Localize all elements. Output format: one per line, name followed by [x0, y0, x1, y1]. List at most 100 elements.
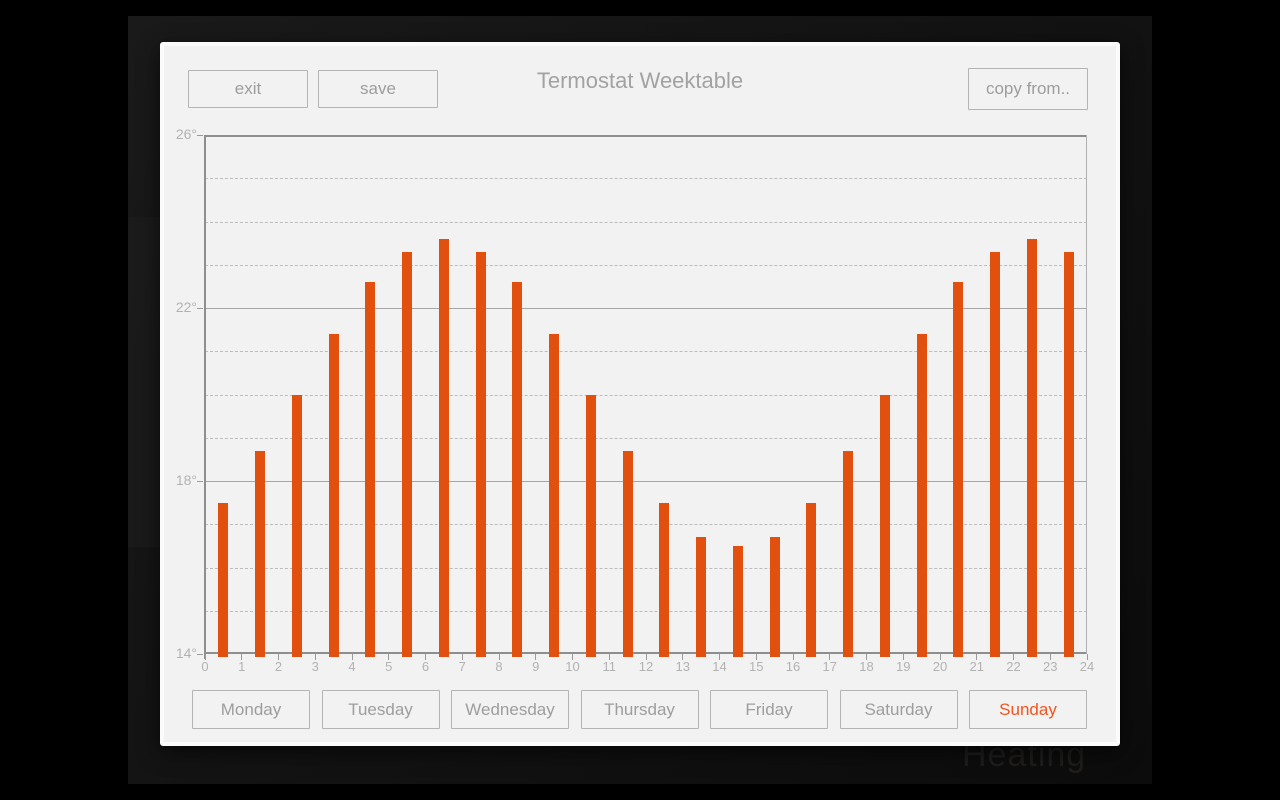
x-tick: [1049, 654, 1051, 660]
x-tick: [1013, 654, 1014, 660]
x-tick-label-13: 13: [675, 659, 690, 674]
temp-bar-hour-20[interactable]: [953, 282, 964, 657]
temp-bar-hour-13[interactable]: [696, 537, 707, 657]
y-tick: [197, 480, 203, 482]
day-button-label: Saturday: [864, 699, 933, 719]
x-tick-label-1: 1: [238, 659, 246, 674]
thermostat-weektable-dialog: exit save Termostat Weektable copy from.…: [160, 42, 1120, 746]
x-tick: [351, 654, 353, 660]
temp-bar-hour-17[interactable]: [843, 450, 854, 657]
day-button-label: Monday: [220, 699, 282, 719]
x-tick: [314, 654, 316, 660]
temp-bar-hour-1[interactable]: [255, 450, 266, 657]
x-tick: [792, 654, 794, 660]
x-tick-label-0: 0: [201, 659, 209, 674]
x-tick: [902, 654, 904, 660]
temp-bar-hour-0[interactable]: [218, 502, 229, 657]
x-tick: [204, 654, 206, 660]
x-tick: [498, 654, 500, 660]
day-selector: Monday Tuesday Wednesday Thursday Friday Satu…: [192, 690, 1087, 729]
day-button-saturday[interactable]: Saturday: [839, 690, 958, 729]
x-tick-label-20: 20: [932, 659, 948, 674]
day-button-label: Friday: [745, 699, 793, 719]
copy-from-button[interactable]: copy from..: [968, 68, 1088, 110]
day-button-tuesday[interactable]: Tuesday: [321, 690, 440, 729]
y-tick-label-18: 18°: [175, 472, 197, 488]
exit-button[interactable]: exit: [188, 70, 308, 108]
chart-right-border: [1086, 135, 1087, 654]
x-tick: [755, 654, 757, 660]
x-tick-label-8: 8: [495, 659, 503, 674]
x-tick: [425, 654, 426, 660]
gridline-21-deg: [205, 351, 1087, 353]
x-tick: [278, 654, 279, 660]
gridline-19-deg: [205, 437, 1087, 439]
copy-from-button-label: copy from..: [985, 79, 1071, 98]
day-button-friday[interactable]: Friday: [710, 690, 828, 729]
y-tick: [197, 134, 203, 136]
x-tick-label-22: 22: [1006, 659, 1021, 674]
y-tick: [197, 307, 203, 309]
save-button-label: save: [360, 79, 396, 98]
day-button-wednesday[interactable]: Wednesday: [451, 690, 569, 729]
temp-bar-hour-2[interactable]: [291, 394, 302, 657]
save-button[interactable]: save: [318, 70, 438, 108]
x-tick: [939, 654, 941, 660]
y-tick-label-22: 22°: [175, 299, 197, 315]
temp-bar-hour-11[interactable]: [622, 450, 633, 657]
day-button-thursday[interactable]: Thursday: [580, 690, 699, 729]
x-tick-label-6: 6: [421, 659, 430, 674]
x-tick: [1086, 654, 1088, 660]
y-axis-line: [204, 135, 206, 659]
temp-bar-hour-10[interactable]: [585, 394, 596, 657]
gridline-16-deg: [205, 567, 1087, 569]
day-button-sunday[interactable]: Sunday: [969, 690, 1087, 729]
x-tick: [976, 654, 978, 660]
day-button-label: Thursday: [604, 699, 675, 719]
y-tick-label-26: 26°: [175, 126, 197, 142]
gridline-24-deg: [205, 221, 1087, 223]
x-tick-label-18: 18: [859, 659, 874, 674]
temp-bar-hour-6[interactable]: [438, 238, 449, 657]
temp-bar-hour-12[interactable]: [659, 502, 670, 657]
x-tick-label-23: 23: [1043, 659, 1058, 674]
temp-bar-hour-21[interactable]: [990, 251, 1001, 657]
exit-button-label: exit: [234, 79, 262, 98]
temp-bar-hour-3[interactable]: [328, 333, 339, 657]
x-tick: [682, 654, 684, 660]
day-button-label: Wednesday: [465, 699, 555, 719]
weektable-chart: 0 1 2 3 4 5 6 7 8 9 10 11 12 13 14 15 16 17 18 19 20 21 22 23 24…: [176, 126, 1094, 674]
x-tick-label-12: 12: [638, 659, 654, 674]
day-button-monday[interactable]: Monday: [192, 690, 310, 729]
x-tick: [719, 654, 720, 660]
gridline-23-deg: [205, 264, 1087, 266]
temp-bar-hour-14[interactable]: [732, 545, 743, 657]
temp-bar-hour-8[interactable]: [512, 282, 523, 657]
x-tick-label-10: 10: [565, 659, 580, 674]
temp-bar-hour-15[interactable]: [769, 537, 780, 657]
temp-bar-hour-7[interactable]: [475, 251, 486, 657]
x-tick-label-11: 11: [602, 659, 617, 674]
x-tick-label-15: 15: [749, 659, 764, 674]
x-tick-label-24: 24: [1079, 659, 1095, 674]
x-tick-label-7: 7: [458, 659, 466, 674]
x-tick-label-17: 17: [822, 659, 837, 674]
temp-bar-hour-4[interactable]: [365, 282, 376, 657]
temp-bar-hour-16[interactable]: [806, 502, 817, 657]
temp-bar-hour-22[interactable]: [1026, 238, 1037, 657]
x-tick-label-4: 4: [348, 659, 356, 674]
gridline-15-deg: [205, 610, 1087, 612]
gridline-22-deg: [205, 308, 1087, 309]
x-tick-label-2: 2: [274, 659, 283, 674]
x-tick: [388, 654, 390, 660]
temp-bar-hour-23[interactable]: [1063, 251, 1074, 657]
temp-bar-hour-19[interactable]: [916, 333, 927, 657]
temp-bar-hour-5[interactable]: [402, 251, 413, 657]
x-tick-label-14: 14: [712, 659, 727, 674]
temp-bar-hour-9[interactable]: [549, 333, 560, 657]
gridline-20-deg: [205, 394, 1087, 396]
gridline-25-deg: [205, 178, 1087, 180]
x-tick-label-3: 3: [311, 659, 319, 674]
temp-bar-hour-18[interactable]: [879, 394, 890, 657]
background-panel-shape: [128, 217, 164, 547]
